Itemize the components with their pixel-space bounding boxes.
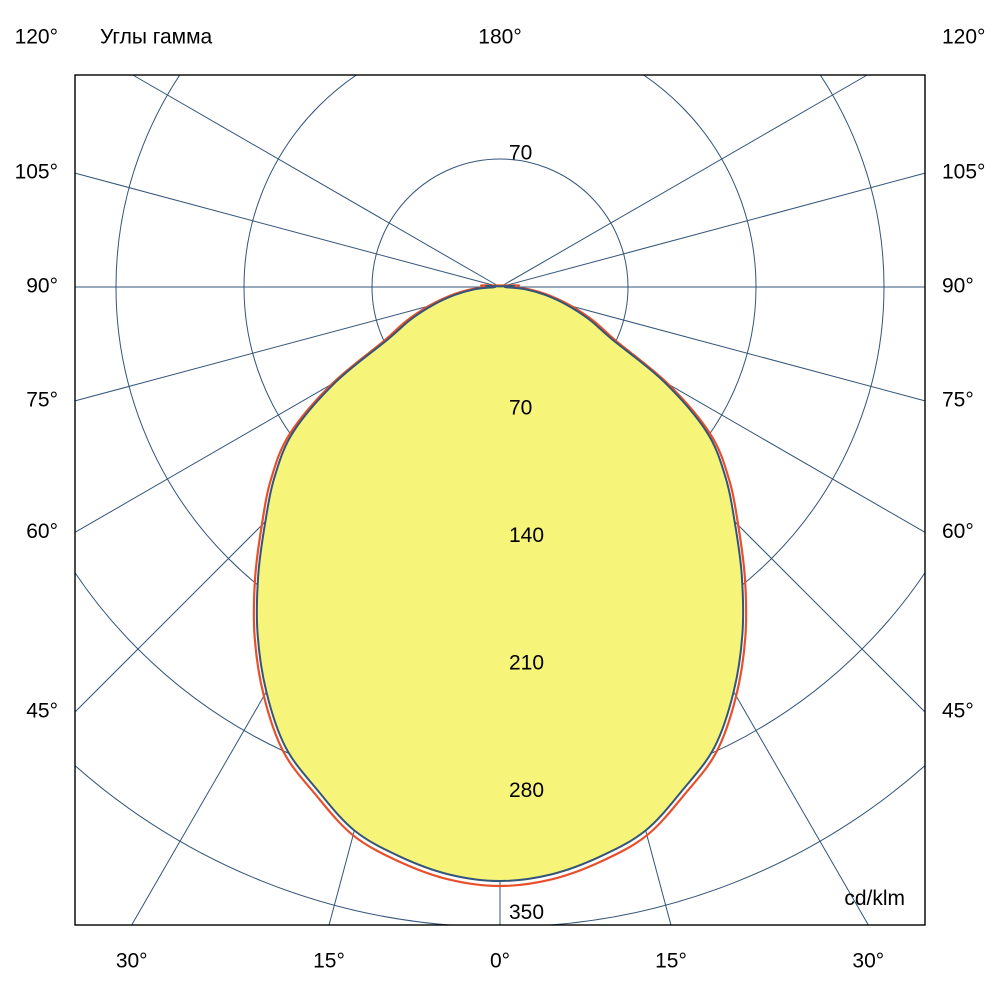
- svg-text:75°: 75°: [942, 388, 974, 411]
- svg-text:60°: 60°: [26, 520, 58, 543]
- svg-text:350: 350: [509, 901, 544, 924]
- svg-text:120°: 120°: [15, 26, 58, 49]
- svg-text:15°: 15°: [655, 950, 687, 973]
- svg-text:0°: 0°: [490, 950, 510, 973]
- svg-text:210: 210: [509, 652, 544, 675]
- svg-text:90°: 90°: [942, 275, 974, 298]
- svg-text:45°: 45°: [26, 700, 58, 723]
- svg-text:180°: 180°: [478, 26, 521, 49]
- svg-text:45°: 45°: [942, 700, 974, 723]
- svg-text:30°: 30°: [852, 950, 884, 973]
- svg-text:30°: 30°: [116, 950, 148, 973]
- svg-text:105°: 105°: [15, 161, 58, 184]
- svg-text:280: 280: [509, 779, 544, 802]
- svg-text:60°: 60°: [942, 520, 974, 543]
- svg-text:105°: 105°: [942, 161, 985, 184]
- svg-text:90°: 90°: [26, 275, 58, 298]
- svg-text:70: 70: [509, 397, 532, 420]
- svg-text:140: 140: [509, 524, 544, 547]
- svg-text:15°: 15°: [313, 950, 345, 973]
- svg-text:75°: 75°: [26, 388, 58, 411]
- svg-text:cd/klm: cd/klm: [844, 887, 905, 910]
- svg-text:Углы гамма: Углы гамма: [100, 26, 213, 49]
- svg-text:70: 70: [509, 142, 532, 165]
- svg-text:120°: 120°: [942, 26, 985, 49]
